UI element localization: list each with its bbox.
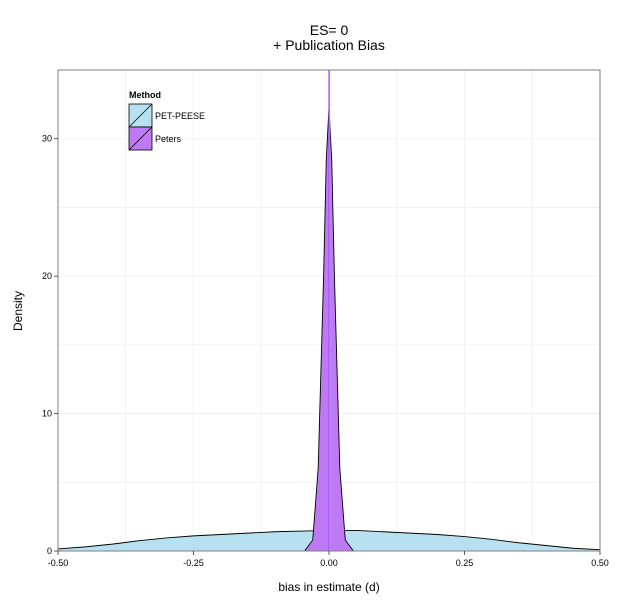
legend-swatch-slash-peters [128,126,153,151]
legend-item-pet-peese: PET-PEESE [128,103,205,128]
y-tick-label: 30 [42,134,52,144]
x-tick-label: 0.25 [456,558,474,568]
chart-title-line-2: + Publication Bias [273,37,385,53]
x-axis-label: bias in estimate (d) [278,580,379,594]
chart-title-line-1: ES= 0 [310,22,349,38]
legend-item-peters: Peters [128,126,182,151]
legend-swatch-slash-pet-peese [128,103,153,128]
x-axis-ticks: -0.50 -0.25 0.00 0.25 0.50 [48,551,609,568]
y-axis-ticks: 0 10 20 30 [42,134,58,556]
y-tick-label: 20 [42,271,52,281]
x-tick-label: 0.00 [320,558,338,568]
legend-label-pet-peese: PET-PEESE [155,111,205,121]
y-tick-label: 0 [47,546,52,556]
mean-lines [328,70,331,551]
x-tick-label: -0.50 [48,558,69,568]
legend: Method PET-PEESE Peters [128,90,205,151]
x-tick-label: 0.50 [591,558,609,568]
legend-title: Method [129,90,161,100]
x-tick-label: -0.25 [183,558,204,568]
legend-label-peters: Peters [155,134,182,144]
y-axis-label: Density [11,291,25,331]
y-tick-label: 10 [42,409,52,419]
